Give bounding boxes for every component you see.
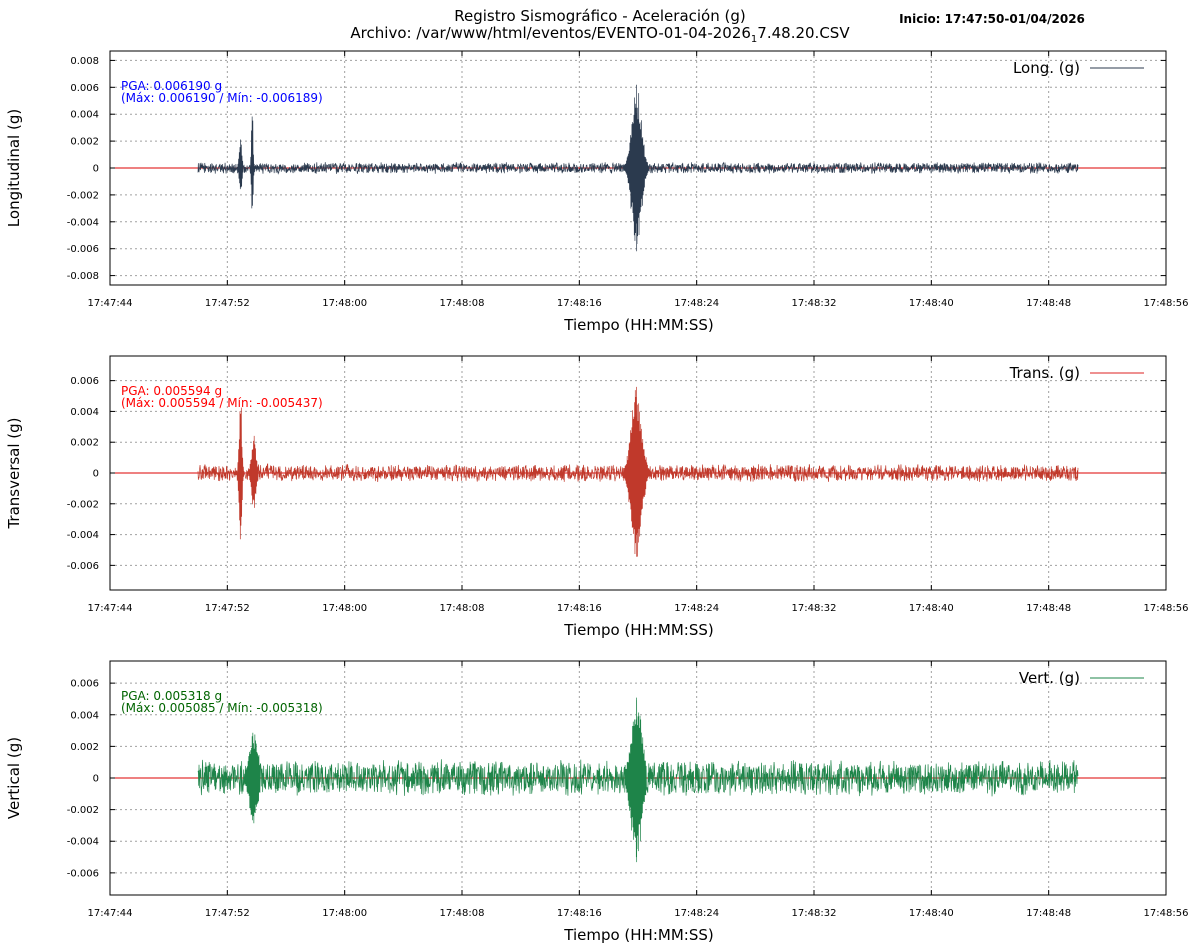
x-tick-label: 17:48:40: [909, 298, 954, 309]
legend-label: Trans. (g): [1009, 364, 1080, 382]
y-tick-label: 0.006: [70, 83, 99, 94]
x-axis-title: Tiempo (HH:MM:SS): [563, 316, 713, 334]
y-axis-title: Longitudinal (g): [5, 109, 23, 227]
x-tick-label: 17:48:08: [440, 298, 485, 309]
y-tick-label: -0.006: [67, 244, 99, 255]
y-tick-label: 0.006: [70, 376, 99, 387]
x-tick-label: 17:48:40: [909, 908, 954, 919]
x-tick-label: 17:48:00: [322, 298, 367, 309]
y-tick-label: 0.002: [70, 742, 99, 753]
x-tick-label: 17:47:44: [88, 298, 133, 309]
pga-label: PGA: 0.005594 g: [121, 384, 222, 398]
pga-label: PGA: 0.005318 g: [121, 689, 222, 703]
y-tick-label: 0: [93, 164, 99, 175]
y-tick-label: 0.006: [70, 679, 99, 690]
y-tick-label: 0: [93, 774, 99, 785]
x-tick-label: 17:48:48: [1026, 908, 1071, 919]
y-tick-label: 0.004: [70, 407, 99, 418]
file-path-subscript: 1: [751, 34, 757, 45]
x-tick-label: 17:48:32: [792, 603, 837, 614]
x-tick-label: 17:48:24: [674, 603, 719, 614]
y-tick-label: -0.004: [67, 837, 99, 848]
x-tick-label: 17:47:44: [88, 603, 133, 614]
panel-longitudinal: 0.008 0.006 0.004 0.002 0 -0.002 -0.004 -0.006 -…: [5, 50, 1189, 334]
file-path-prefix: Archivo: /var/www/html/eventos/EVENTO-01…: [350, 24, 751, 42]
y-tick-label: -0.006: [67, 868, 99, 879]
x-tick-label: 17:48:24: [674, 908, 719, 919]
y-axis-title: Vertical (g): [5, 737, 23, 819]
panels: 0.008 0.006 0.004 0.002 0 -0.002 -0.004 -0.006 -…: [5, 50, 1189, 944]
y-tick-label: -0.002: [67, 499, 99, 510]
panel-transversal: 0.006 0.004 0.002 0 -0.002 -0.004 -0.006 17:47:…: [5, 355, 1189, 639]
legend-label: Vert. (g): [1019, 669, 1080, 687]
max-min-label: (Máx: 0.005594 / Mín: -0.005437): [121, 396, 323, 410]
legend-label: Long. (g): [1013, 59, 1080, 77]
x-tick-label: 17:48:56: [1144, 603, 1189, 614]
file-path-suffix: 7.48.20.CSV: [757, 24, 850, 42]
x-tick-label: 17:48:32: [792, 908, 837, 919]
x-tick-label: 17:48:16: [557, 908, 602, 919]
x-tick-label: 17:48:56: [1144, 298, 1189, 309]
y-tick-label: -0.004: [67, 530, 99, 541]
y-tick-label: 0.004: [70, 110, 99, 121]
y-tick-label: -0.002: [67, 190, 99, 201]
y-tick-label: 0.002: [70, 438, 99, 449]
x-tick-label: 17:48:16: [557, 298, 602, 309]
x-tick-label: 17:48:08: [440, 603, 485, 614]
x-tick-label: 17:48:24: [674, 298, 719, 309]
x-tick-label: 17:47:52: [205, 298, 250, 309]
waveform-vertical: [197, 697, 1079, 863]
x-tick-label: 17:48:00: [322, 908, 367, 919]
x-tick-label: 17:48:48: [1026, 298, 1071, 309]
y-tick-label: -0.006: [67, 561, 99, 572]
x-tick-label: 17:47:44: [88, 908, 133, 919]
x-tick-label: 17:48:00: [322, 603, 367, 614]
max-min-label: (Máx: 0.005085 / Mín: -0.005318): [121, 701, 323, 715]
x-axis-title: Tiempo (HH:MM:SS): [563, 621, 713, 639]
x-tick-label: 17:48:56: [1144, 908, 1189, 919]
figure-title: Registro Sismográfico - Aceleración (g): [454, 7, 745, 25]
x-tick-label: 17:48:16: [557, 603, 602, 614]
y-tick-label: 0.002: [70, 137, 99, 148]
max-min-label: (Máx: 0.006190 / Mín: -0.006189): [121, 91, 323, 105]
start-info: Inicio: 17:47:50-01/04/2026: [899, 12, 1085, 26]
x-axis-title: Tiempo (HH:MM:SS): [563, 926, 713, 944]
x-tick-label: 17:48:48: [1026, 603, 1071, 614]
y-tick-label: 0.004: [70, 710, 99, 721]
x-tick-label: 17:48:40: [909, 603, 954, 614]
y-tick-label: -0.004: [67, 217, 99, 228]
x-tick-label: 17:47:52: [205, 908, 250, 919]
panel-vertical: 0.006 0.004 0.002 0 -0.002 -0.004 -0.006 17:47:…: [5, 660, 1189, 944]
y-tick-label: 0.008: [70, 56, 99, 67]
file-path-title: Archivo: /var/www/html/eventos/EVENTO-01…: [350, 24, 850, 45]
pga-label: PGA: 0.006190 g: [121, 79, 222, 93]
y-tick-label: -0.008: [67, 271, 99, 282]
x-tick-label: 17:48:08: [440, 908, 485, 919]
y-tick-label: -0.002: [67, 805, 99, 816]
waveform-transversal: [197, 386, 1079, 557]
x-tick-label: 17:47:52: [205, 603, 250, 614]
y-axis-title: Transversal (g): [5, 417, 23, 529]
y-tick-label: 0: [93, 469, 99, 480]
waveform-longitudinal: [197, 84, 1079, 252]
x-tick-label: 17:48:32: [792, 298, 837, 309]
